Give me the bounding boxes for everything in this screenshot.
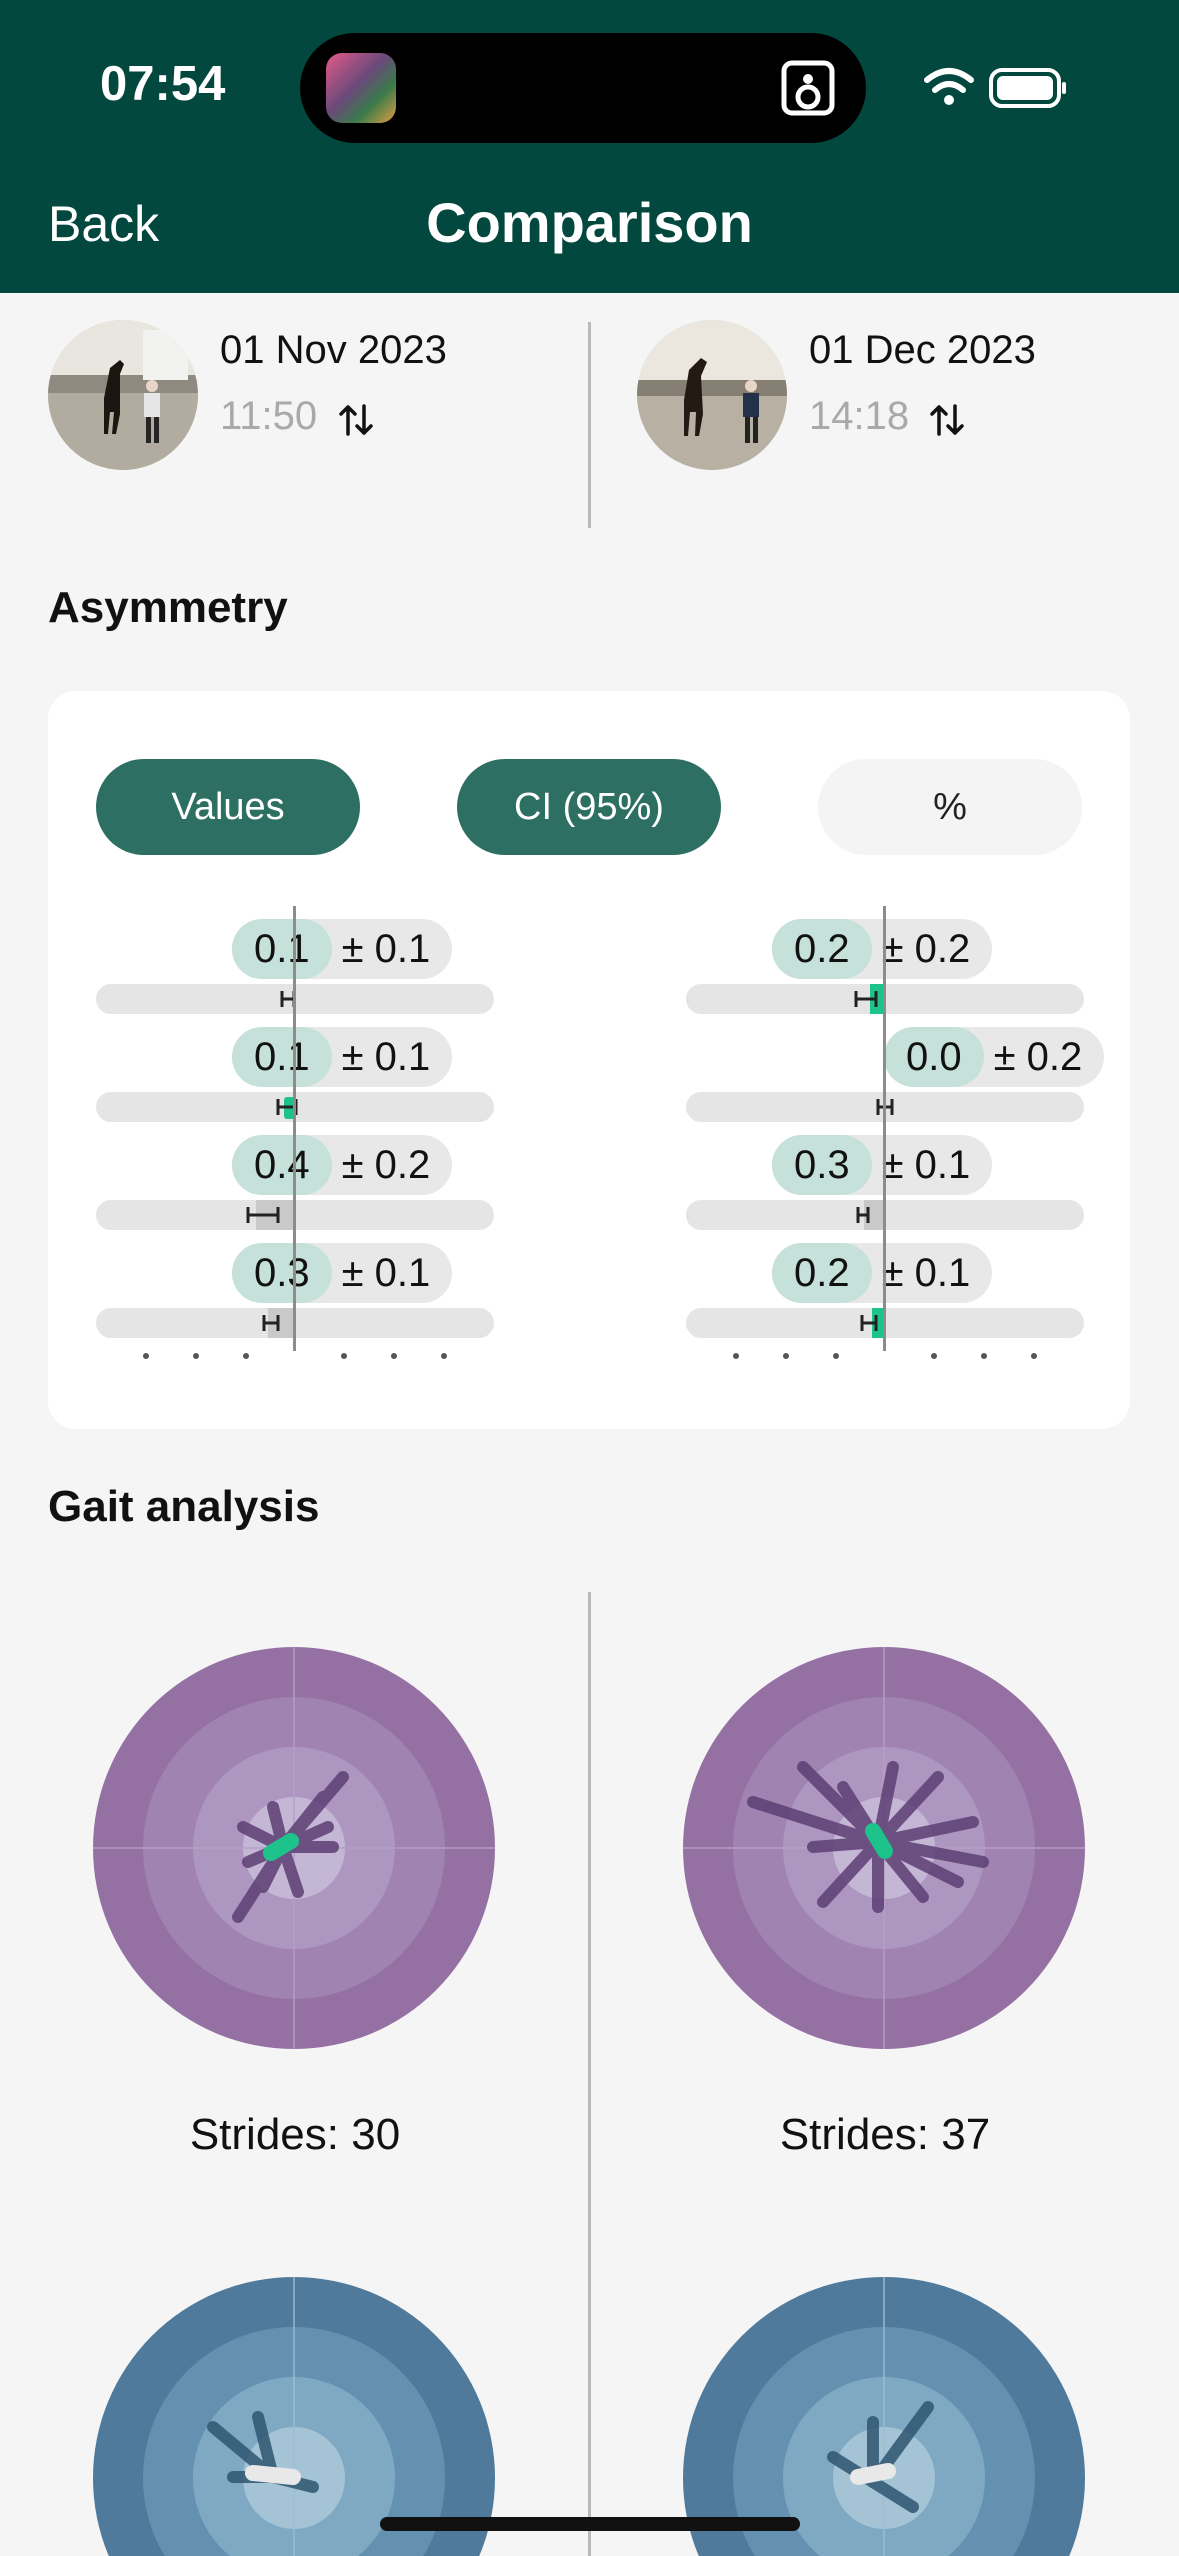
back-button[interactable]: Back: [48, 196, 160, 252]
asymmetry-value: 0.2: [772, 919, 872, 979]
asymmetry-ci: ± 0.2: [881, 926, 971, 971]
gait-divider: [588, 1592, 591, 2556]
asymmetry-value: 0.3: [232, 1243, 332, 1303]
now-playing-thumbnail: [326, 53, 396, 123]
app-header: 07:54 Back Comparison: [0, 0, 1179, 293]
asymmetry-ci: ± 0.1: [341, 1250, 431, 1295]
value-badge: 0.0 ± 0.2: [884, 1027, 1105, 1087]
gait-radial-right: [683, 1647, 1085, 2049]
asymmetry-ci: ± 0.1: [881, 1250, 971, 1295]
value-badge: 0.1 ± 0.1: [232, 919, 453, 979]
asymmetry-value: 0.3: [772, 1135, 872, 1195]
asymmetry-row-left-4: 0.3 ± 0.1: [96, 1243, 496, 1343]
axis-dots-left: [143, 1353, 447, 1359]
status-icons: [924, 68, 1066, 108]
asymmetry-row-left-1: 0.1 ± 0.1: [96, 919, 496, 1019]
ci-marker: [246, 1207, 280, 1223]
asymmetry-value: 0.1: [232, 919, 332, 979]
asymmetry-card: Values CI (95%) % 0.1 ± 0.1 0.1 ± 0.1 0.…: [48, 691, 1130, 1429]
asymmetry-title: Asymmetry: [48, 583, 288, 632]
asymmetry-ci: ± 0.1: [881, 1142, 971, 1187]
axis-dots-right: [733, 1353, 1037, 1359]
toggle-ci[interactable]: CI (95%): [457, 759, 721, 855]
session-thumbnail[interactable]: [637, 320, 787, 470]
asymmetry-value: 0.2: [772, 1243, 872, 1303]
strides-left: Strides: 30: [189, 2110, 401, 2159]
ci-marker: [876, 1099, 894, 1115]
dynamic-island[interactable]: [300, 33, 866, 143]
ci-marker: [860, 1315, 878, 1331]
asymmetry-ci: ± 0.1: [341, 926, 431, 971]
asymmetry-value: 0.4: [232, 1135, 332, 1195]
status-time: 07:54: [100, 57, 226, 111]
gait-radial-right-2: [683, 2277, 1085, 2556]
zero-axis-left: [293, 906, 296, 1351]
session-date: 01 Nov 2023: [220, 328, 447, 372]
gait-radial-left: [93, 1647, 495, 2049]
value-badge: 0.4 ± 0.2: [232, 1135, 453, 1195]
ci-marker: [262, 1315, 280, 1331]
asymmetry-ci: ± 0.1: [341, 1034, 431, 1079]
asymmetry-row-right-2: 0.0 ± 0.2: [686, 1027, 1126, 1127]
gait-radial-left-2: [93, 2277, 495, 2556]
value-badge: 0.2 ± 0.1: [772, 1243, 993, 1303]
session-date: 01 Dec 2023: [809, 328, 1036, 372]
wifi-icon: [924, 68, 974, 105]
value-badge: 0.1 ± 0.1: [232, 1027, 453, 1087]
value-badge: 0.3 ± 0.1: [772, 1135, 993, 1195]
session-time: 14:18: [809, 394, 910, 438]
value-bar: [870, 984, 886, 1014]
strides-right: Strides: 37: [779, 2110, 991, 2159]
asymmetry-row-right-1: 0.2 ± 0.2: [686, 919, 1116, 1019]
ci-marker: [276, 1099, 298, 1115]
session-right[interactable]: 01 Dec 2023 14:18: [637, 320, 1137, 480]
asymmetry-value: 0.0: [884, 1027, 984, 1087]
speaker-icon: [781, 60, 835, 116]
session-divider: [588, 322, 591, 528]
swap-vertical-icon[interactable]: [338, 402, 374, 438]
asymmetry-row-right-4: 0.2 ± 0.1: [686, 1243, 1116, 1343]
session-left[interactable]: 01 Nov 2023 11:50: [48, 320, 548, 480]
value-badge: 0.2 ± 0.2: [772, 919, 993, 979]
toggle-values[interactable]: Values: [96, 759, 360, 855]
ci-marker: [856, 1207, 870, 1223]
value-badge: 0.3 ± 0.1: [232, 1243, 453, 1303]
zero-axis-right: [883, 906, 886, 1351]
ci-marker: [854, 991, 878, 1007]
asymmetry-row-left-2: 0.1 ± 0.1: [96, 1027, 496, 1127]
asymmetry-row-right-3: 0.3 ± 0.1: [686, 1135, 1116, 1235]
page-title: Comparison: [426, 191, 753, 254]
asymmetry-value: 0.1: [232, 1027, 332, 1087]
session-thumbnail[interactable]: [48, 320, 198, 470]
gait-analysis-title: Gait analysis: [48, 1482, 320, 1531]
home-indicator[interactable]: [380, 2517, 800, 2531]
session-time: 11:50: [220, 394, 318, 438]
toggle-percent[interactable]: %: [818, 759, 1082, 855]
battery-icon: [989, 68, 1066, 108]
asymmetry-ci: ± 0.2: [341, 1142, 431, 1187]
asymmetry-row-left-3: 0.4 ± 0.2: [96, 1135, 496, 1235]
asymmetry-ci: ± 0.2: [993, 1034, 1083, 1079]
swap-vertical-icon[interactable]: [929, 402, 965, 438]
